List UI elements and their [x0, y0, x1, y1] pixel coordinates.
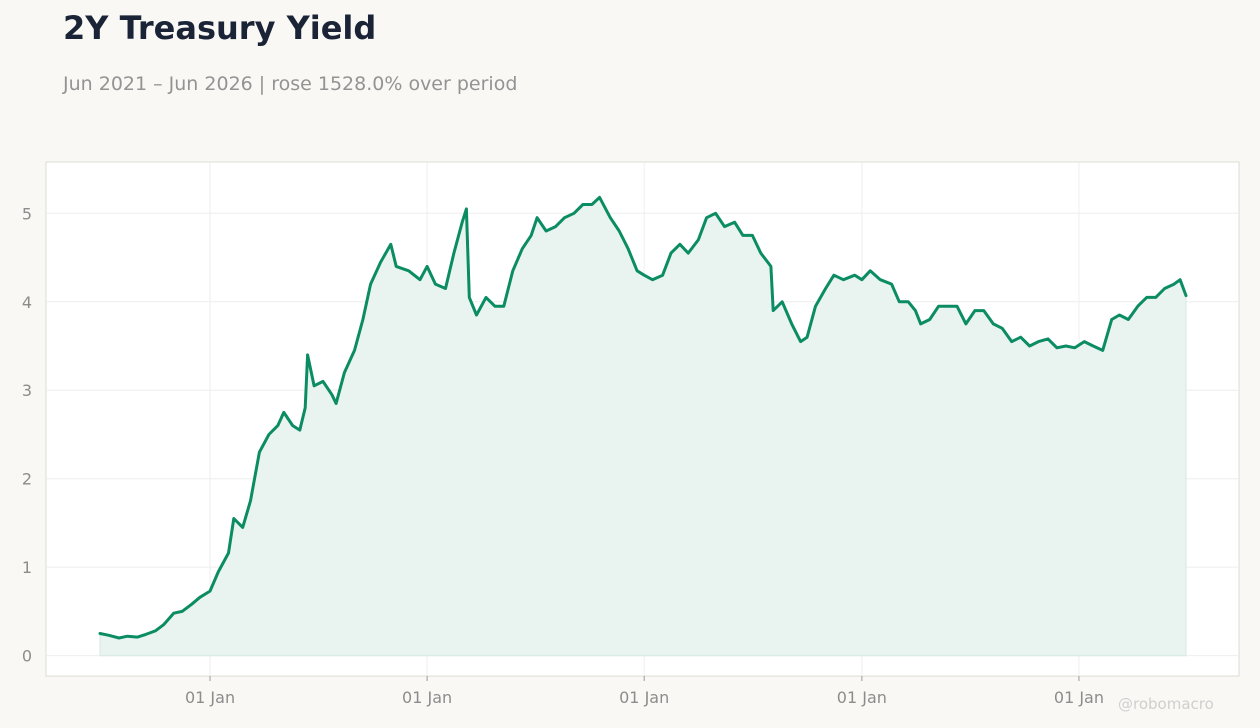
x-tick-label: 01 Jan	[402, 688, 452, 707]
y-tick-label: 4	[22, 293, 32, 312]
x-tick-label: 01 Jan	[1054, 688, 1104, 707]
x-tick-label: 01 Jan	[837, 688, 887, 707]
x-tick-label: 01 Jan	[619, 688, 669, 707]
y-tick-label: 5	[22, 204, 32, 223]
y-tick-label: 3	[22, 381, 32, 400]
y-tick-label: 2	[22, 470, 32, 489]
x-tick-label: 01 Jan	[185, 688, 235, 707]
y-axis: 0 1 2 3 4 5	[22, 204, 32, 665]
chart-title: 2Y Treasury Yield	[63, 9, 377, 47]
series-line	[98, 195, 1188, 640]
x-axis: 01 Jan 01 Jan 01 Jan 01 Jan 01 Jan	[185, 676, 1104, 707]
watermark: @robomacro	[1118, 695, 1214, 713]
y-tick-label: 1	[22, 558, 32, 577]
chart-subtitle: Jun 2021 – Jun 2026 | rose 1528.0% over …	[63, 73, 518, 95]
y-tick-label: 0	[22, 647, 32, 666]
